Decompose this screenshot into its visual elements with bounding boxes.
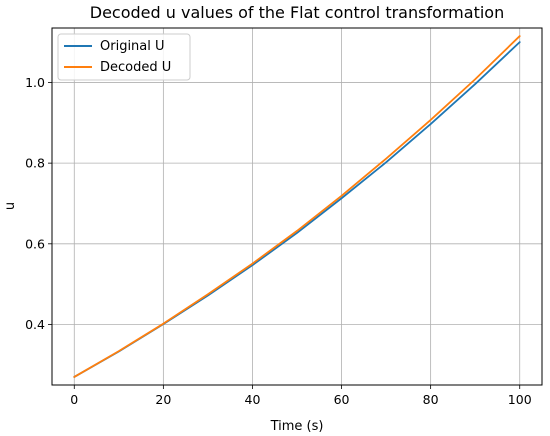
legend-label-original-u: Original U xyxy=(100,39,165,54)
y-tick-label: 1.0 xyxy=(25,75,45,90)
series-lines xyxy=(73,35,521,378)
grid-lines xyxy=(52,28,542,385)
y-tick-label: 0.8 xyxy=(25,156,45,171)
legend-label-decoded-u: Decoded U xyxy=(100,60,171,75)
x-tick-label: 60 xyxy=(334,392,350,407)
y-tick-label: 0.6 xyxy=(25,236,45,251)
legend: Original U Decoded U xyxy=(57,33,191,81)
x-tick-label: 20 xyxy=(155,392,171,407)
series-line-decoded-u xyxy=(73,35,521,378)
x-tick-label: 100 xyxy=(508,392,532,407)
plot-frame xyxy=(51,27,543,386)
x-axis-label: Time (s) xyxy=(270,419,324,434)
y-axis-label: u xyxy=(3,202,18,210)
x-tick-label: 80 xyxy=(423,392,439,407)
axis-ticks: 0 20 40 60 80 100 0.4 0.6 0.8 1.0 xyxy=(25,75,532,407)
x-tick-label: 0 xyxy=(70,392,78,407)
chart-title: Decoded u values of the Flat control tra… xyxy=(90,3,504,22)
y-tick-label: 0.4 xyxy=(25,317,45,332)
series-line-original-u xyxy=(73,41,521,378)
x-tick-label: 40 xyxy=(245,392,261,407)
